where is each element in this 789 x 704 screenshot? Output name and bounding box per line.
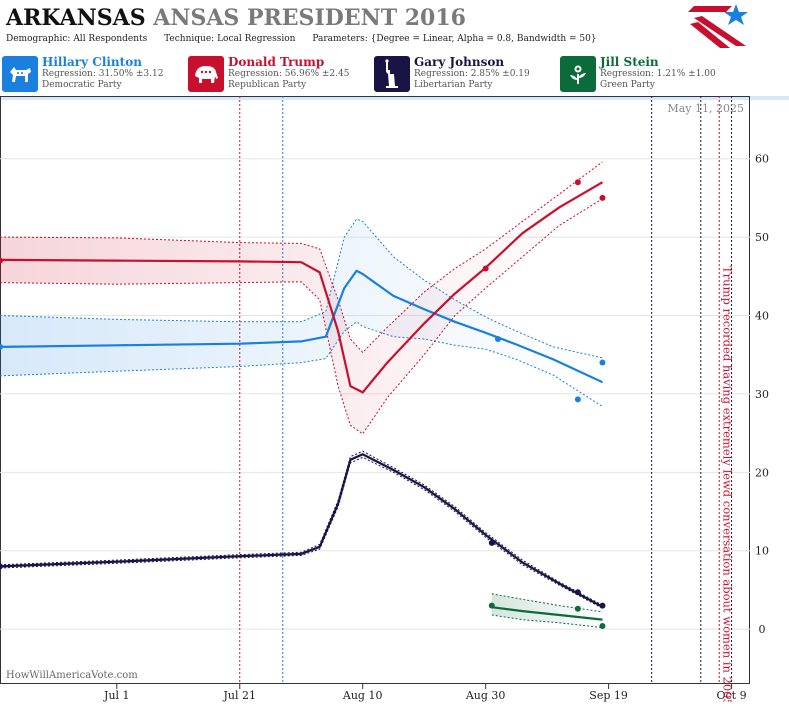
liberty-statue-icon [374, 56, 410, 92]
jill-stein-trend-line [491, 606, 603, 621]
gary-johnson-upper-bound [0, 450, 603, 606]
event-lines [239, 96, 733, 684]
flower-icon [560, 56, 596, 92]
y-tick-label: 10 [755, 545, 769, 558]
jill-stein-poll-point [599, 622, 606, 629]
regression-chart: 0 10 20 30 40 50 60 Jul 1 Jul 21 Aug 10 Aug 30 Sep… [0, 96, 789, 702]
x-tick-label: Sep 19 [589, 689, 628, 702]
trend-lines [0, 181, 604, 621]
gary-johnson-trend-line [0, 453, 604, 608]
hillary-clinton-lower-bound [0, 321, 603, 407]
y-tick-label: 40 [755, 310, 769, 323]
candidate-regression: Regression: 1.21% ±1.00 [600, 69, 716, 79]
demographic: Demographic: All Respondents [6, 34, 147, 44]
donald-trump-upper-bound [0, 161, 603, 354]
gary-johnson-poll-point [599, 602, 606, 609]
hillary-clinton-poll-point [599, 359, 606, 366]
y-tick-label: 50 [755, 231, 769, 244]
hillary-clinton-band [0, 219, 603, 407]
elephant-icon [188, 56, 224, 92]
gary-johnson-lower-bound [0, 456, 603, 609]
candidate-name: Jill Stein [600, 55, 659, 69]
jill-stein-band [491, 593, 603, 628]
hillary-clinton-poll-point [0, 343, 3, 350]
gary-johnson-poll-point [0, 563, 3, 570]
candidate-johnson: Gary Johnson Regression: 2.85% ±0.19 Lib… [374, 55, 562, 92]
candidate-regression: Regression: 2.85% ±0.19 [414, 69, 530, 79]
x-tick-label: Aug 30 [465, 689, 506, 702]
candidate-trump: Donald Trump Regression: 56.96% ±2.45 Re… [188, 55, 376, 92]
jill-stein-upper-bound [491, 593, 603, 613]
gary-johnson-band [0, 451, 603, 609]
star-flag-logo-icon [688, 4, 748, 48]
donald-trump-poll-point [0, 257, 3, 264]
x-tick-label: Jul 21 [222, 689, 256, 702]
hillary-clinton-poll-point [494, 336, 501, 343]
technique-value: Local Regression [217, 34, 296, 44]
candidate-party: Democratic Party [42, 80, 122, 90]
candidate-name: Gary Johnson [414, 55, 505, 69]
jill-stein-poll-point [574, 605, 581, 612]
x-tick-label: Aug 10 [342, 689, 383, 702]
hillary-clinton-trend-line [0, 269, 603, 384]
donald-trump-poll-point [482, 265, 489, 272]
candidate-regression: Regression: 31.50% ±3.12 [42, 69, 164, 79]
event-annotation: Trump recorded having extremely lewd con… [720, 266, 734, 702]
candidate-stein: Jill Stein Regression: 1.21% ±1.00 Green… [560, 55, 748, 92]
y-tick-label: 30 [755, 388, 769, 401]
gary-johnson-poll-point [488, 539, 495, 546]
y-tick-label: 60 [755, 153, 769, 166]
chart-header: ARKANSAS ANSAS PRESIDENT 2016 Demographi… [0, 0, 750, 52]
technique: Technique: Local Regression [164, 34, 295, 44]
candidate-name: Hillary Clinton [42, 55, 142, 69]
poll-points [0, 179, 606, 629]
technique-label: Technique: [164, 34, 215, 44]
y-axis-ticks: 0 10 20 30 40 50 60 [755, 153, 769, 636]
x-tick-label: Jul 1 [103, 689, 130, 702]
date-label: May 11, 2025 [667, 102, 744, 115]
parameters: Parameters: {Degree = Linear, Alpha = 0.… [312, 34, 596, 44]
watermark-text: HowWillAmericaVote.com [6, 670, 138, 681]
gary-johnson-poll-point [574, 589, 581, 596]
header-strip-blue [0, 96, 789, 100]
demographic-value: All Respondents [73, 34, 148, 44]
title-rest: ANSAS PRESIDENT 2016 [153, 5, 466, 31]
y-tick-label: 20 [755, 466, 769, 479]
page-title: ARKANSAS ANSAS PRESIDENT 2016 [6, 5, 466, 31]
plot-frame [0, 96, 750, 684]
y-tick-label: 0 [759, 623, 766, 636]
donkey-icon [2, 56, 38, 92]
candidate-clinton: Hillary Clinton Regression: 31.50% ±3.12… [2, 55, 190, 92]
donald-trump-poll-point [574, 179, 581, 186]
candidate-regression: Regression: 56.96% ±2.45 [228, 69, 350, 79]
candidate-party: Republican Party [228, 80, 307, 90]
donald-trump-band [0, 161, 603, 434]
donald-trump-trend-line [0, 181, 604, 394]
x-axis-ticks: Jul 1 Jul 21 Aug 10 Aug 30 Sep 19 Oct 9 [103, 684, 747, 702]
parameters-label: Parameters: [312, 34, 368, 44]
hillary-clinton-poll-point [574, 396, 581, 403]
candidate-name: Donald Trump [228, 55, 325, 69]
parameters-value: {Degree = Linear, Alpha = 0.8, Bandwidth… [370, 34, 597, 44]
jill-stein-poll-point [488, 602, 495, 609]
demographic-label: Demographic: [6, 34, 71, 44]
donald-trump-lower-bound [0, 198, 603, 435]
candidate-party: Green Party [600, 80, 655, 90]
hillary-clinton-upper-bound [0, 218, 603, 359]
confidence-bands [0, 161, 603, 629]
donald-trump-poll-point [599, 194, 606, 201]
title-state: ARKANSAS [6, 5, 146, 31]
candidate-party: Libertarian Party [414, 80, 493, 90]
parameters-line: Demographic: All Respondents Technique: … [6, 34, 611, 44]
jill-stein-lower-bound [491, 614, 603, 629]
x-tick-label: Oct 9 [717, 689, 747, 702]
